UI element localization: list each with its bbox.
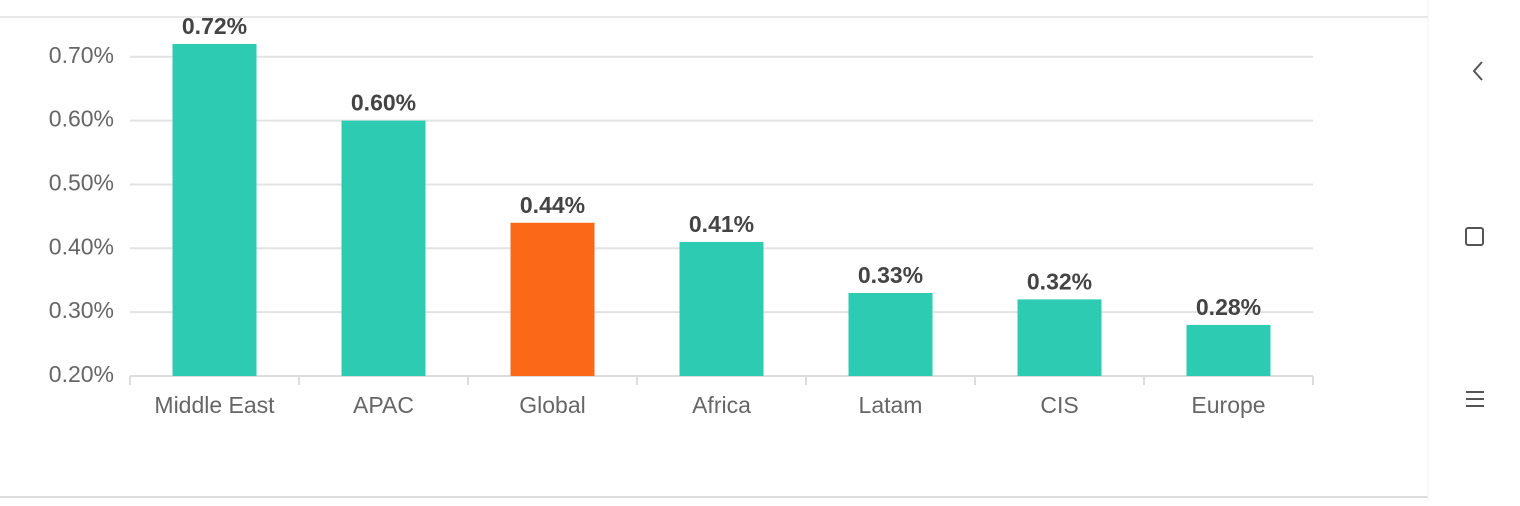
x-tick-label: Global	[519, 392, 585, 418]
y-tick-label: 0.60%	[49, 106, 114, 132]
value-label: 0.32%	[1027, 268, 1092, 294]
square-icon[interactable]	[1465, 227, 1484, 246]
y-tick-label: 0.50%	[49, 170, 114, 196]
value-label: 0.28%	[1196, 294, 1261, 320]
collapse-icon[interactable]	[1472, 61, 1483, 81]
y-tick-label: 0.20%	[49, 361, 114, 387]
x-tick-label: Latam	[859, 392, 923, 418]
value-label: 0.60%	[351, 90, 416, 116]
bar	[848, 293, 933, 376]
y-tick-label: 0.40%	[49, 233, 114, 259]
value-label: 0.72%	[182, 13, 247, 39]
bar	[1017, 299, 1102, 376]
menu-icon[interactable]	[1466, 391, 1484, 407]
bar	[172, 44, 257, 376]
value-label: 0.44%	[520, 192, 585, 218]
bar	[341, 120, 426, 376]
x-tick-label: CIS	[1040, 392, 1078, 418]
x-tick-label: Middle East	[154, 392, 275, 418]
bar	[679, 241, 764, 376]
chart: 0.20% 0.30% 0.40% 0.50% 0.60% 0.70% 0.72% Middl…	[49, 13, 1314, 418]
bar	[510, 222, 595, 376]
value-label: 0.33%	[858, 262, 923, 288]
y-tick-label: 0.30%	[49, 297, 114, 323]
x-tick-label: APAC	[353, 392, 414, 418]
bar	[1186, 324, 1271, 376]
value-label: 0.41%	[689, 211, 754, 237]
x-tick-label: Africa	[692, 392, 751, 418]
y-tick-label: 0.70%	[49, 42, 114, 68]
x-tick-label: Europe	[1191, 392, 1265, 418]
